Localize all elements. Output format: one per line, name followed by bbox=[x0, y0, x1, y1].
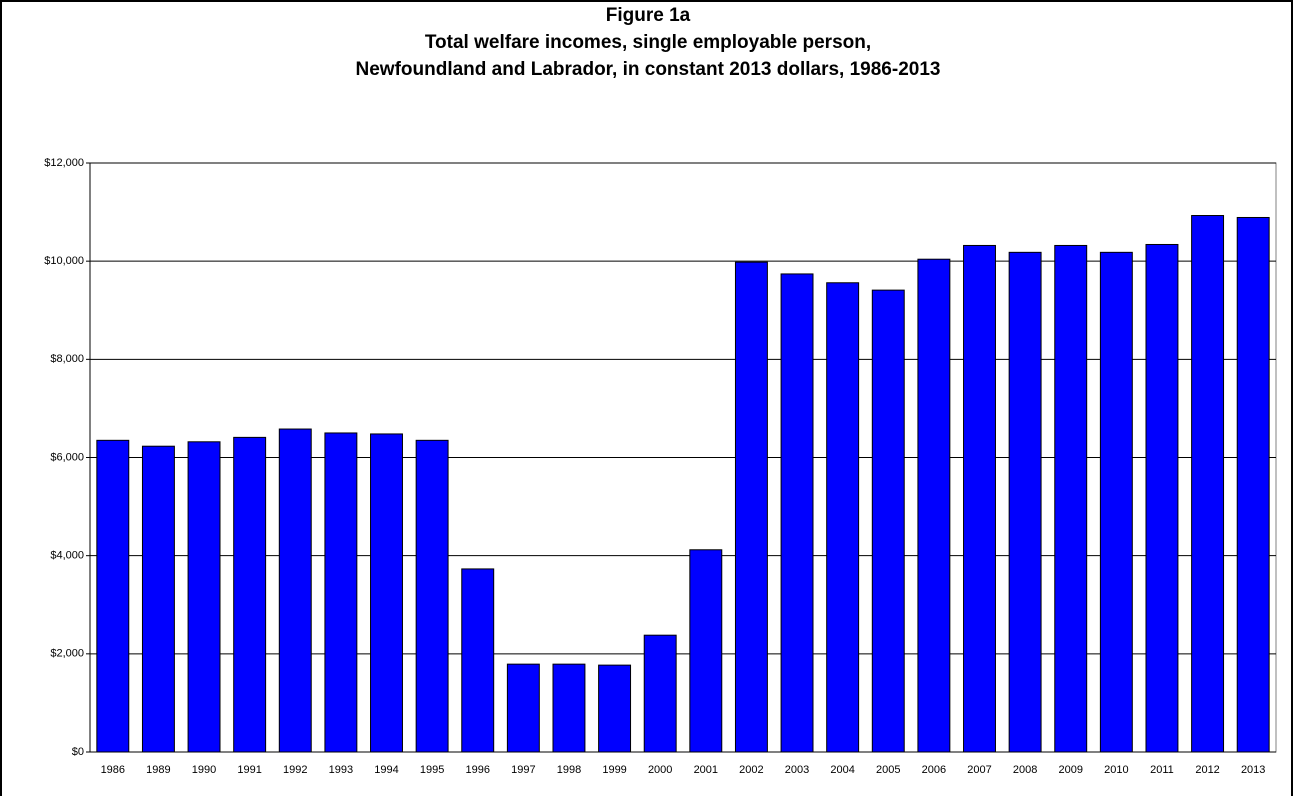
y-tick-label: $2,000 bbox=[50, 648, 84, 660]
bar bbox=[643, 634, 677, 753]
x-tick-label: 1994 bbox=[374, 764, 398, 776]
x-tick-label: 1995 bbox=[420, 764, 444, 776]
bar bbox=[96, 439, 130, 753]
bar bbox=[370, 433, 403, 753]
x-tick-label: 1997 bbox=[511, 764, 535, 776]
bar bbox=[826, 282, 860, 753]
x-tick-label: 2003 bbox=[785, 764, 809, 776]
chart-title: Newfoundland and Labrador, in constant 2… bbox=[356, 59, 941, 80]
x-tick-label: 1992 bbox=[283, 764, 307, 776]
bar bbox=[1008, 251, 1042, 753]
bar bbox=[1191, 215, 1225, 753]
bar bbox=[461, 568, 495, 753]
y-tick-label: $4,000 bbox=[50, 550, 84, 562]
bar bbox=[233, 436, 267, 753]
bar bbox=[1099, 251, 1133, 753]
bar bbox=[506, 663, 540, 753]
x-tick-label: 1986 bbox=[101, 764, 125, 776]
chart-title: Figure 1a bbox=[606, 5, 691, 26]
x-tick-label: 2001 bbox=[694, 764, 718, 776]
bar bbox=[917, 258, 951, 753]
bar bbox=[780, 273, 814, 753]
bar bbox=[689, 549, 723, 753]
x-tick-label: 2013 bbox=[1241, 764, 1265, 776]
x-tick-label: 2007 bbox=[967, 764, 991, 776]
x-tick-label: 2009 bbox=[1058, 764, 1082, 776]
x-tick-label: 2004 bbox=[830, 764, 854, 776]
y-tick-label: $8,000 bbox=[50, 353, 84, 365]
bar bbox=[324, 432, 358, 753]
bar bbox=[552, 663, 586, 753]
x-tick-label: 2005 bbox=[876, 764, 900, 776]
x-tick-label: 2006 bbox=[922, 764, 946, 776]
bar bbox=[187, 441, 221, 753]
bar bbox=[141, 445, 175, 753]
x-tick-label: 2012 bbox=[1195, 764, 1219, 776]
x-tick-label: 2011 bbox=[1150, 764, 1174, 776]
bar bbox=[598, 664, 632, 753]
y-tick-label: $6,000 bbox=[50, 451, 84, 463]
x-tick-label: 1999 bbox=[602, 764, 626, 776]
bar bbox=[1054, 244, 1088, 753]
x-tick-label: 1989 bbox=[146, 764, 170, 776]
x-tick-label: 2008 bbox=[1013, 764, 1037, 776]
bar bbox=[415, 439, 449, 753]
bar bbox=[278, 428, 312, 753]
x-tick-label: 2000 bbox=[648, 764, 672, 776]
y-tick-label: $10,000 bbox=[44, 255, 84, 267]
bar bbox=[963, 244, 996, 753]
x-tick-label: 2010 bbox=[1104, 764, 1128, 776]
bar bbox=[1236, 216, 1270, 753]
bar bbox=[734, 261, 768, 753]
x-tick-label: 2002 bbox=[739, 764, 763, 776]
bar bbox=[871, 289, 905, 753]
x-tick-label: 1996 bbox=[465, 764, 489, 776]
bar bbox=[1145, 243, 1179, 753]
y-tick-label: $12,000 bbox=[44, 157, 84, 169]
chart-title: Total welfare incomes, single employable… bbox=[425, 32, 871, 53]
x-tick-label: 1998 bbox=[557, 764, 581, 776]
y-tick-label: $0 bbox=[72, 746, 84, 758]
x-tick-label: 1991 bbox=[237, 764, 261, 776]
x-tick-label: 1990 bbox=[192, 764, 216, 776]
x-tick-label: 1993 bbox=[329, 764, 353, 776]
